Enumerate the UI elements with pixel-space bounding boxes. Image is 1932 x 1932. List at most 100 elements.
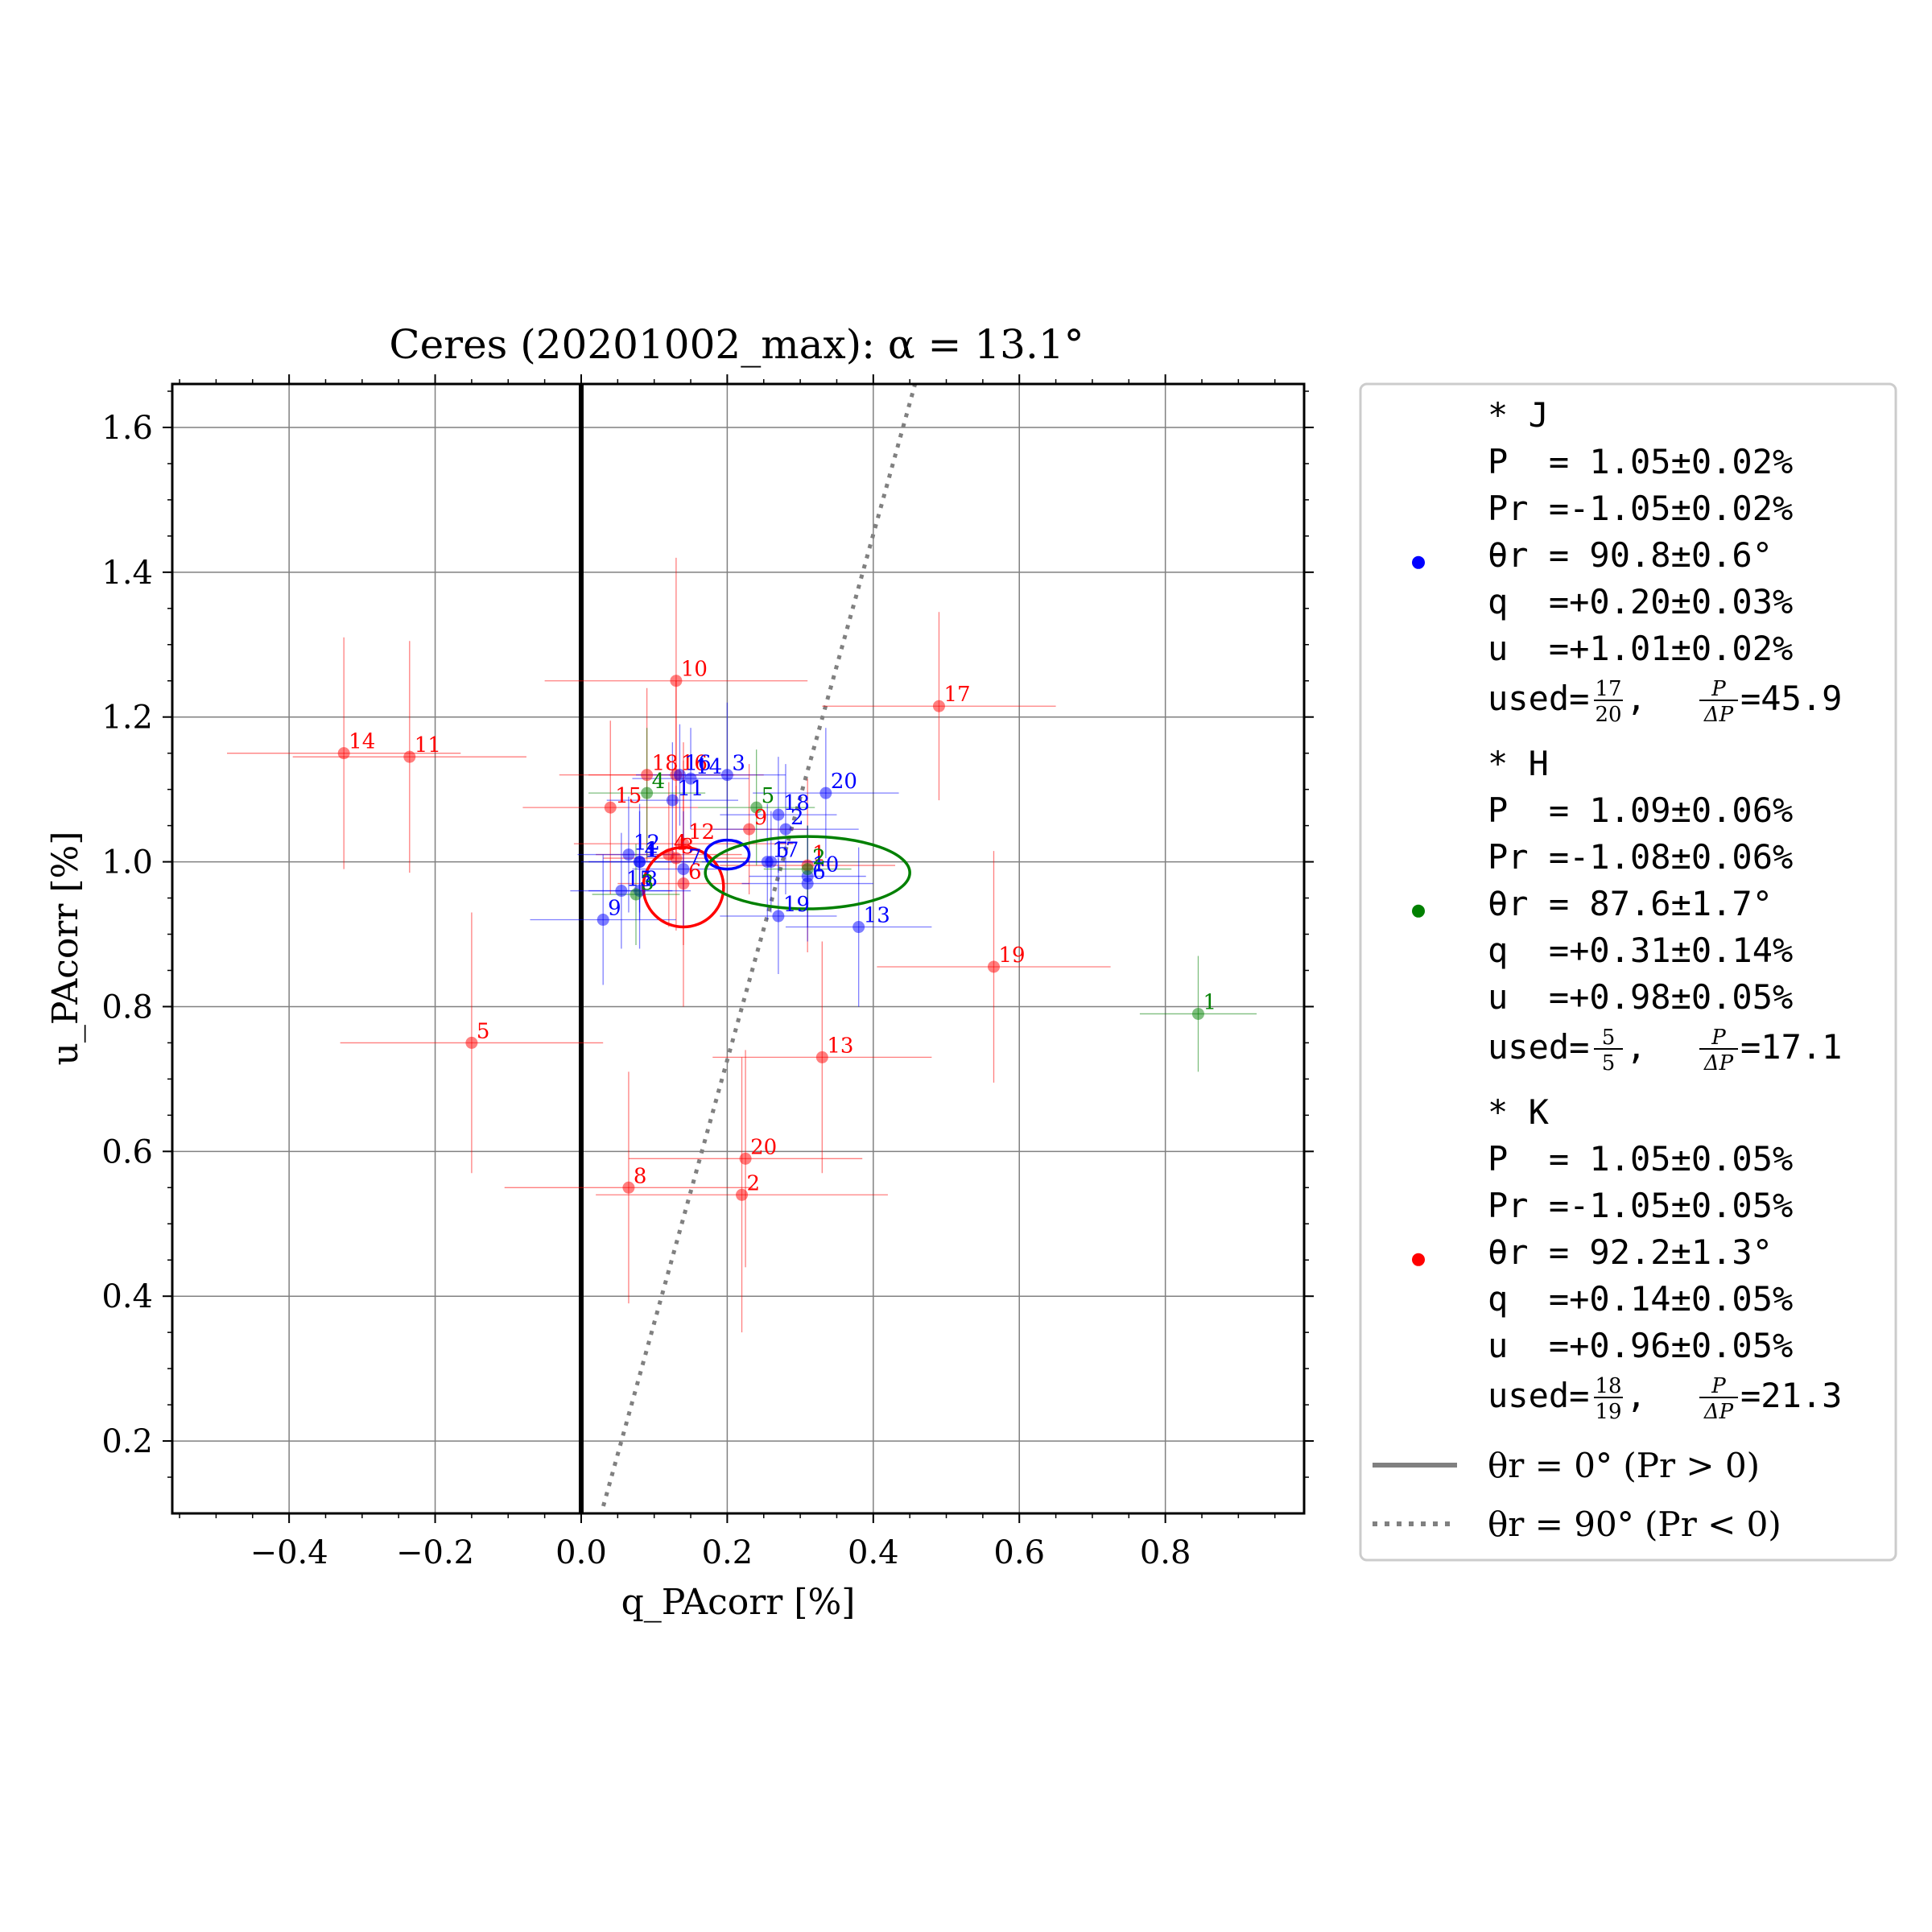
plot-frame bbox=[171, 382, 1306, 1515]
legend-k-used: used= bbox=[1488, 1376, 1589, 1415]
point-label-h: 4 bbox=[652, 770, 666, 794]
x-tick-label: 0.4 bbox=[848, 1534, 899, 1571]
point-label-j: 8 bbox=[645, 868, 658, 892]
point-label-k: 13 bbox=[827, 1034, 853, 1058]
point-j bbox=[677, 863, 690, 876]
point-label-j: 15 bbox=[626, 868, 653, 892]
x-axis-label: q_PAcorr [%] bbox=[621, 1582, 856, 1623]
point-label-k: 3 bbox=[681, 835, 695, 859]
point-label-j: 4 bbox=[645, 839, 658, 863]
legend-j-line: θr = 90.8±0.6° bbox=[1488, 535, 1773, 575]
point-label-j: 19 bbox=[783, 893, 810, 917]
legend-j-used-den: 20 bbox=[1595, 703, 1621, 727]
legend-frame bbox=[1359, 382, 1897, 1562]
x-tick-label: −0.4 bbox=[250, 1534, 328, 1571]
point-label-h: 1 bbox=[1203, 990, 1216, 1014]
legend-j-used: used= bbox=[1488, 679, 1589, 718]
point-label-j: 3 bbox=[732, 752, 745, 776]
point-label-j: 6 bbox=[812, 861, 826, 885]
point-j bbox=[819, 786, 832, 799]
point-label-k: 8 bbox=[634, 1164, 647, 1188]
point-j bbox=[622, 848, 635, 861]
point-k bbox=[932, 700, 945, 712]
point-label-j: 2 bbox=[791, 806, 804, 830]
point-label-h: 5 bbox=[762, 784, 775, 808]
point-label-k: 18 bbox=[652, 752, 679, 776]
point-k bbox=[739, 1152, 752, 1165]
point-label-j: 10 bbox=[812, 853, 839, 877]
mean-ellipse-h bbox=[704, 835, 911, 910]
point-k bbox=[622, 1181, 635, 1194]
point-label-k: 4 bbox=[674, 832, 687, 856]
point-label-k: 1 bbox=[812, 842, 826, 866]
point-label-j: 12 bbox=[634, 832, 660, 856]
point-label-h: 2 bbox=[812, 846, 826, 870]
data-points bbox=[337, 675, 1204, 1201]
x-tick-label: 0.6 bbox=[993, 1534, 1045, 1571]
grid bbox=[172, 384, 1304, 1513]
legend-h-used-den: 5 bbox=[1602, 1051, 1616, 1075]
legend-k-line: q =+0.14±0.05% bbox=[1488, 1279, 1793, 1319]
point-label-j: 9 bbox=[608, 897, 621, 921]
point-label-k: 5 bbox=[477, 1019, 490, 1043]
legend-entries: * J P = 1.05±0.02% Pr =-1.05±0.02% θr = 90.… bbox=[1412, 395, 1842, 1424]
legend-k-line: P = 1.05±0.05% bbox=[1488, 1139, 1793, 1179]
y-tick-label: 0.6 bbox=[101, 1133, 153, 1170]
mean-ellipse-j bbox=[704, 838, 751, 871]
point-label-j: 5 bbox=[776, 839, 790, 863]
legend-h-line: q =+0.31±0.14% bbox=[1488, 931, 1793, 970]
y-tick-label: 0.4 bbox=[101, 1278, 153, 1315]
x-tick-label: 0.8 bbox=[1140, 1534, 1191, 1571]
legend-k-used-num: 18 bbox=[1595, 1374, 1621, 1398]
point-label-k: 15 bbox=[615, 784, 642, 808]
point-j bbox=[684, 772, 697, 785]
legend-h-line: θr = 87.6±1.7° bbox=[1488, 884, 1773, 923]
chart-title: Ceres (20201002_max): α = 13.1° bbox=[389, 321, 1084, 368]
point-k bbox=[641, 769, 654, 782]
point-k bbox=[815, 1051, 828, 1063]
error-bars bbox=[227, 557, 1257, 1333]
point-label-k: 9 bbox=[754, 806, 768, 830]
legend-solid-line-label: θr = 0° (Pr > 0) bbox=[1488, 1446, 1760, 1485]
point-j bbox=[772, 808, 785, 821]
point-k bbox=[987, 960, 1000, 973]
point-j bbox=[772, 910, 785, 923]
point-label-j: 16 bbox=[684, 752, 711, 776]
legend-h-snr-value: =17.1 bbox=[1740, 1027, 1842, 1067]
legend-h-used-num: 5 bbox=[1602, 1026, 1616, 1050]
point-j bbox=[634, 856, 646, 869]
legend-h-marker bbox=[1412, 904, 1425, 918]
point-label-j: 1 bbox=[645, 839, 658, 863]
point-j bbox=[597, 914, 609, 927]
point-h bbox=[641, 786, 654, 799]
point-label-k: 12 bbox=[688, 820, 715, 844]
point-label-j: 7 bbox=[688, 846, 702, 870]
legend-h-snr-num: P bbox=[1711, 1026, 1726, 1050]
point-label-j: 18 bbox=[783, 791, 810, 815]
point-j bbox=[779, 823, 792, 836]
point-k bbox=[736, 1188, 749, 1201]
point-k bbox=[663, 848, 675, 861]
point-h bbox=[750, 801, 763, 814]
point-k bbox=[743, 823, 756, 836]
point-k bbox=[677, 837, 690, 850]
point-j bbox=[673, 769, 686, 782]
point-k bbox=[677, 877, 690, 890]
point-j bbox=[852, 921, 865, 934]
point-label-j: 17 bbox=[772, 839, 799, 863]
point-k bbox=[604, 801, 617, 814]
legend-j-line: u =+1.01±0.02% bbox=[1488, 629, 1793, 668]
y-tick-label: 1.4 bbox=[101, 555, 153, 592]
legend-k-used-den: 19 bbox=[1595, 1400, 1621, 1424]
point-label-j: 13 bbox=[864, 904, 890, 928]
x-tick-label: 0.0 bbox=[555, 1534, 607, 1571]
legend-k-snr-value: =21.3 bbox=[1740, 1376, 1842, 1415]
theta-90-line bbox=[601, 383, 918, 1507]
legend-k-snr-num: P bbox=[1711, 1374, 1726, 1398]
y-tick-label: 1.2 bbox=[101, 700, 153, 737]
point-label-j: 14 bbox=[696, 755, 722, 779]
y-tick-labels: 0.2 0.4 0.6 0.8 1.0 1.2 1.4 1.6 bbox=[101, 410, 153, 1460]
point-label-k: 16 bbox=[681, 752, 708, 776]
legend-j-line: Pr =-1.05±0.02% bbox=[1488, 489, 1793, 528]
legend-h-used: used= bbox=[1488, 1027, 1589, 1067]
